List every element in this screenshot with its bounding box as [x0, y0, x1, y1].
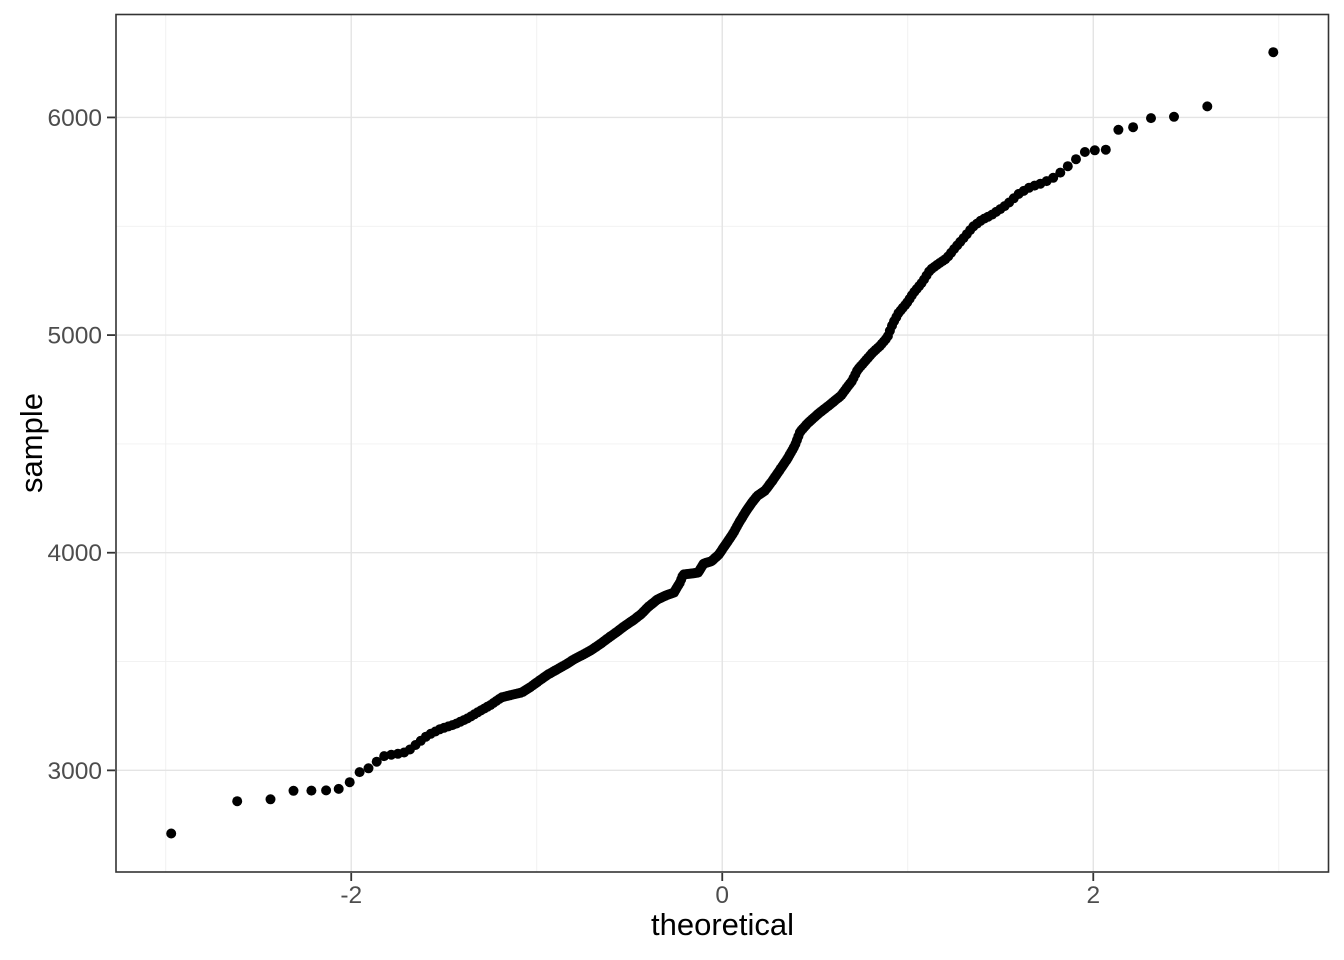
data-point — [1062, 161, 1073, 172]
data-point — [1202, 101, 1213, 112]
y-axis-title: sample — [14, 393, 49, 493]
data-point — [232, 796, 243, 807]
data-point — [1048, 172, 1059, 183]
data-point — [1079, 147, 1090, 157]
panel-border — [115, 13, 1330, 873]
data-point — [306, 785, 317, 796]
data-point — [1055, 167, 1066, 178]
x-tick-label: 0 — [715, 882, 729, 909]
data-point — [354, 767, 365, 778]
data-point — [363, 763, 374, 774]
data-point — [371, 756, 382, 767]
data-point — [1100, 144, 1111, 155]
y-tick-label: 6000 — [47, 105, 102, 132]
y-tick-label: 3000 — [47, 758, 102, 785]
data-point — [333, 783, 344, 794]
data-point — [1169, 111, 1179, 122]
data-point — [1113, 124, 1124, 135]
data-point — [344, 777, 355, 788]
y-tick-label: 4000 — [47, 540, 102, 567]
y-tick-label: 5000 — [47, 323, 102, 350]
data-point — [1128, 122, 1139, 133]
data-point — [265, 794, 276, 805]
data-point — [1146, 113, 1156, 124]
data-point — [1089, 145, 1100, 156]
data-point — [288, 785, 299, 796]
data-point — [1268, 47, 1279, 58]
data-point — [321, 785, 332, 796]
data-point — [166, 828, 177, 839]
x-axis-title: theoretical — [650, 907, 795, 942]
data-point — [1071, 154, 1081, 165]
x-tick-label: 2 — [1086, 882, 1100, 909]
x-tick-label: -2 — [340, 882, 362, 909]
